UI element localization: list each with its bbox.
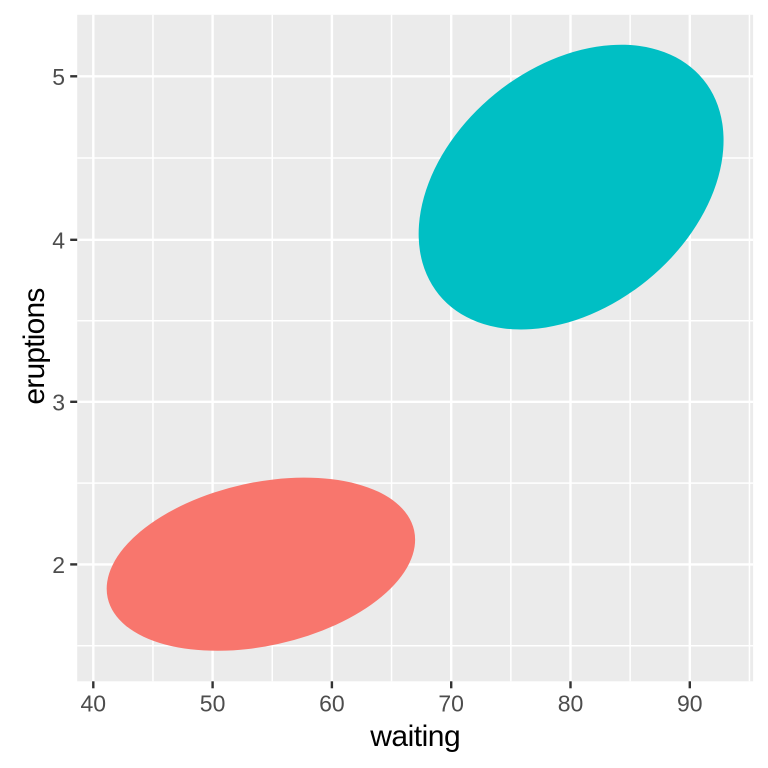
svg-text:40: 40 [81, 691, 107, 717]
svg-text:80: 80 [558, 691, 584, 717]
svg-text:90: 90 [677, 691, 703, 717]
svg-text:4: 4 [52, 227, 65, 253]
svg-text:2: 2 [52, 552, 65, 578]
svg-text:eruptions: eruptions [18, 288, 51, 404]
svg-text:3: 3 [52, 389, 65, 415]
svg-text:5: 5 [52, 64, 65, 90]
svg-text:70: 70 [438, 691, 464, 717]
svg-text:waiting: waiting [369, 720, 460, 753]
svg-text:50: 50 [200, 691, 226, 717]
svg-text:60: 60 [319, 691, 345, 717]
